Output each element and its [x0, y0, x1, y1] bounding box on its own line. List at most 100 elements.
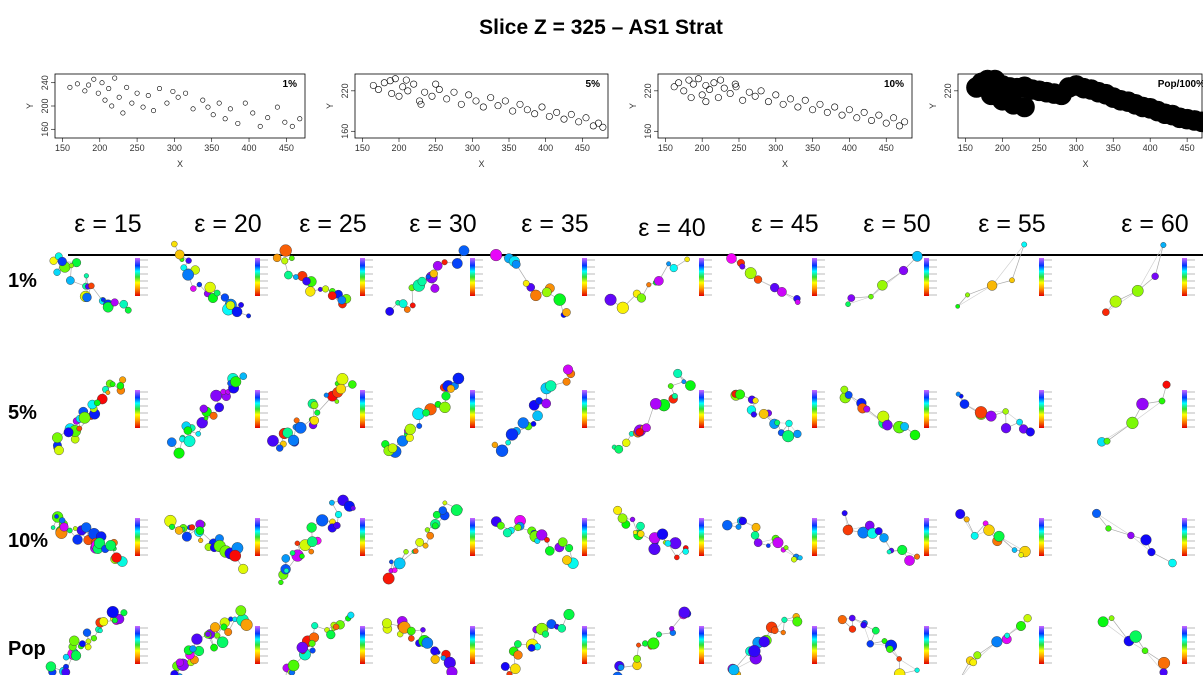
graph-node	[389, 559, 394, 565]
graph-node	[1158, 397, 1166, 405]
x-tick-label: 450	[279, 143, 294, 153]
data-point	[745, 88, 753, 96]
data-point	[560, 115, 568, 123]
graph-node	[860, 621, 867, 629]
colorbar	[1039, 518, 1044, 556]
graph-node	[886, 549, 892, 555]
x-tick-label: 400	[1143, 143, 1158, 153]
x-axis-label: X	[478, 159, 484, 169]
graph-node	[220, 623, 228, 631]
graph-node	[316, 514, 329, 527]
graph-node	[283, 568, 290, 574]
graph-node	[238, 302, 244, 308]
data-point	[531, 110, 539, 118]
scatter-panel: 150 200 250 300 350 400 450 220 X Y Pop/100%	[928, 69, 1203, 169]
colorbar	[255, 518, 260, 556]
colorbar	[135, 518, 140, 556]
graph-node	[845, 301, 851, 307]
graph-node	[496, 521, 505, 530]
plot-frame	[957, 73, 1203, 139]
graph-node	[334, 399, 340, 404]
data-point	[112, 75, 118, 81]
graph-node	[562, 555, 572, 565]
graph-node	[562, 377, 571, 386]
x-tick-label: 350	[204, 143, 219, 153]
graph-node	[669, 626, 675, 632]
data-point	[831, 103, 839, 111]
graph-node	[766, 543, 771, 548]
data-point	[170, 88, 176, 94]
data-point	[538, 103, 546, 111]
graph-node	[403, 306, 411, 313]
data-point	[134, 90, 140, 96]
graph-thumbnail	[381, 616, 483, 675]
data-point	[116, 94, 122, 100]
graph-node	[432, 260, 443, 271]
data-point	[698, 91, 706, 99]
graph-node	[382, 572, 395, 585]
graph-node	[284, 270, 293, 280]
graph-thumbnail	[837, 614, 937, 675]
data-point	[99, 80, 105, 86]
graph-node	[673, 368, 683, 378]
colorbar	[360, 518, 365, 556]
graph-thumbnail	[267, 373, 373, 452]
graph-thumbnail	[500, 608, 595, 675]
graph-node	[1129, 630, 1142, 643]
y-axis-label: Y	[325, 103, 335, 109]
graph-edge	[899, 658, 918, 671]
graph-thumbnail	[1097, 615, 1195, 675]
graph-thumbnail	[171, 240, 268, 319]
colorbar	[582, 626, 587, 664]
graph-edge	[1154, 244, 1164, 277]
graph-node	[791, 556, 798, 563]
data-point	[472, 97, 480, 105]
graph-node	[847, 294, 856, 302]
graph-node	[210, 643, 218, 652]
data-point	[882, 119, 890, 127]
graph-node	[62, 653, 70, 661]
graph-node	[199, 404, 208, 413]
epsilon-label: ε = 40	[638, 214, 705, 242]
x-axis-label: X	[177, 159, 183, 169]
x-axis-label: X	[1082, 159, 1088, 169]
graph-thumbnail	[490, 515, 595, 569]
graph-node	[637, 530, 645, 538]
graph-node	[289, 550, 296, 556]
graph-node	[347, 611, 355, 619]
colorbar	[1182, 258, 1187, 296]
epsilon-label: ε = 20	[194, 210, 261, 238]
graph-node	[385, 307, 395, 316]
graph-node	[863, 405, 871, 413]
graph-node	[422, 409, 430, 417]
graph-node	[991, 636, 1003, 648]
graph-node	[350, 505, 356, 511]
graph-node	[430, 654, 440, 664]
graph-node	[770, 282, 780, 293]
graph-node	[617, 664, 625, 671]
data-point	[91, 76, 97, 82]
colorbar	[699, 518, 704, 556]
graph-node	[81, 522, 92, 533]
graph-node	[739, 263, 746, 270]
graph-node	[544, 537, 550, 543]
graph-node	[52, 432, 63, 443]
graph-thumbnail	[45, 606, 148, 675]
graph-node	[50, 525, 56, 530]
graph-node	[111, 552, 122, 563]
graph-node	[421, 637, 434, 649]
graph-node	[175, 658, 184, 667]
graph-node	[955, 304, 960, 309]
graph-node	[84, 643, 92, 651]
graph-node	[309, 415, 319, 426]
graph-node	[170, 670, 179, 675]
data-point	[494, 102, 502, 110]
graph-node	[93, 399, 101, 407]
graph-node	[489, 249, 503, 262]
graph-node	[224, 628, 233, 636]
data-point	[227, 106, 233, 112]
graph-node	[59, 522, 69, 532]
graph-node	[646, 282, 652, 288]
graph-edge	[1130, 535, 1152, 553]
